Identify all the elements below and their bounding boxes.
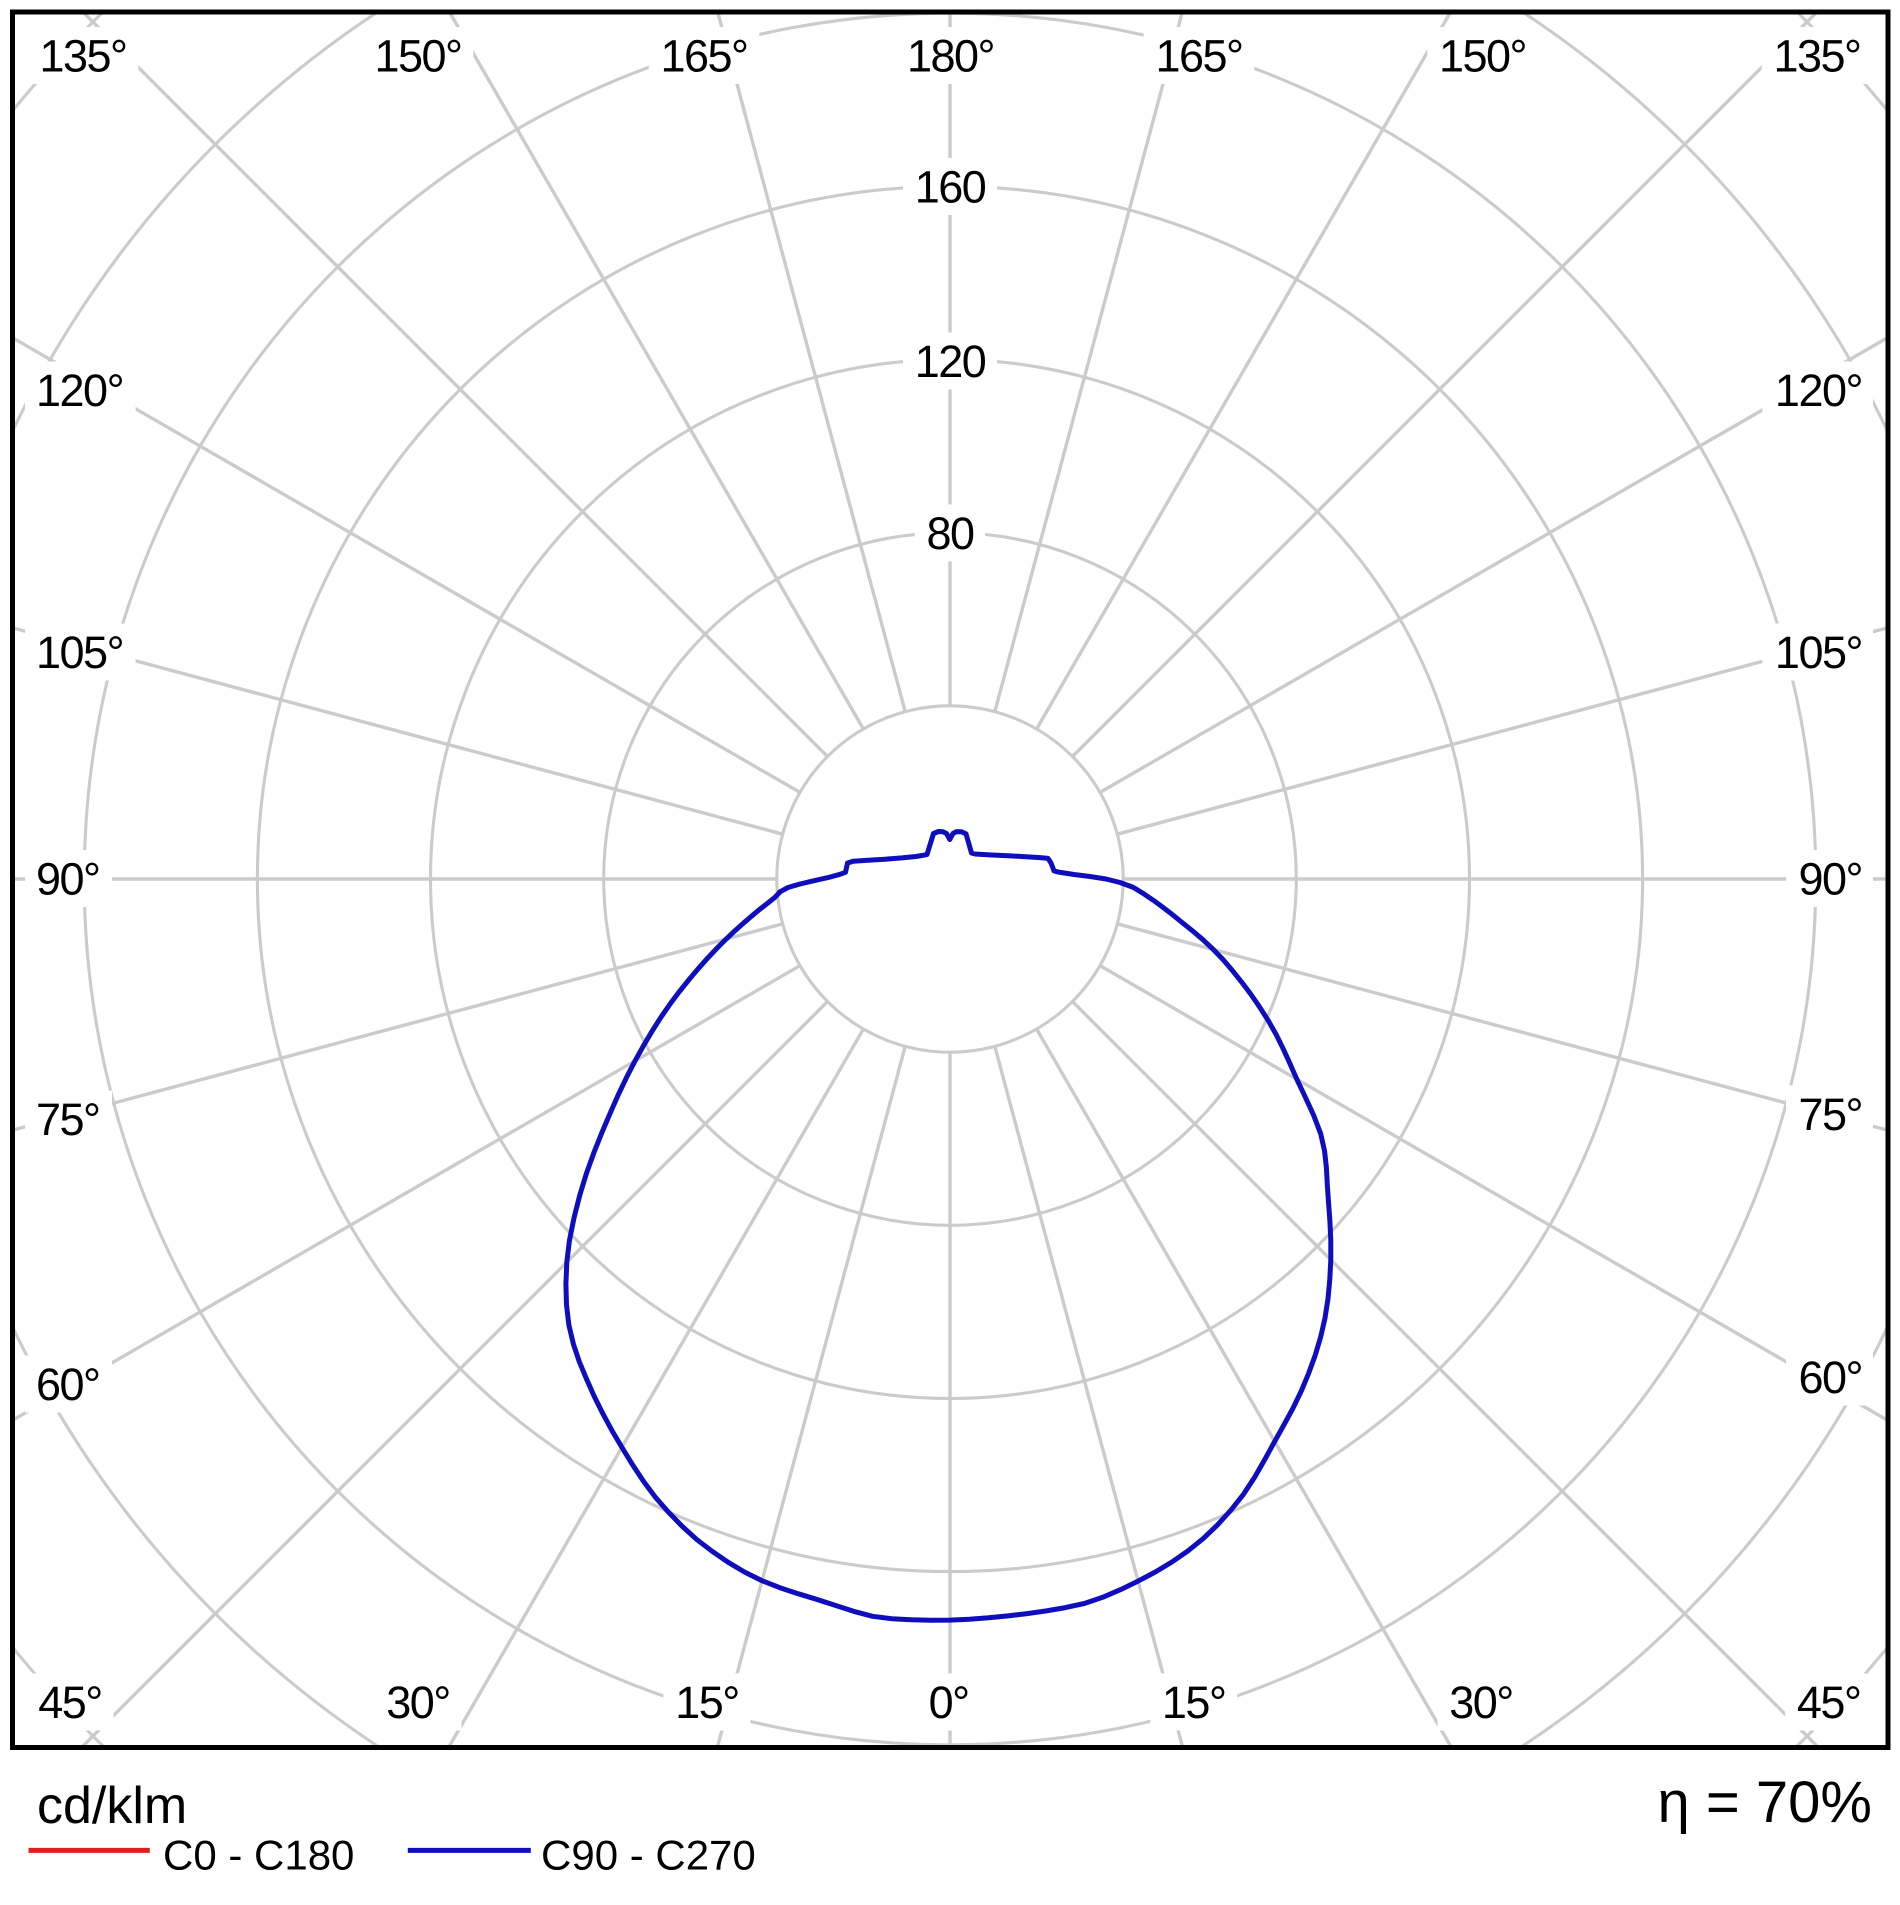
svg-text:120: 120 [915, 336, 986, 387]
svg-text:90°: 90° [1798, 854, 1862, 905]
svg-text:C90 - C270: C90 - C270 [541, 1832, 756, 1879]
svg-text:165°: 165° [660, 31, 747, 82]
svg-text:90°: 90° [36, 854, 100, 905]
svg-text:135°: 135° [39, 31, 126, 82]
svg-text:cd/klm: cd/klm [37, 1777, 187, 1835]
svg-text:150°: 150° [1439, 31, 1526, 82]
svg-text:160: 160 [915, 162, 986, 213]
svg-text:180°: 180° [907, 31, 994, 82]
svg-text:150°: 150° [374, 31, 461, 82]
svg-text:80: 80 [926, 508, 974, 559]
svg-text:30°: 30° [1449, 1677, 1513, 1728]
svg-text:45°: 45° [38, 1677, 102, 1728]
svg-text:60°: 60° [1798, 1352, 1862, 1403]
svg-text:120°: 120° [36, 365, 123, 416]
svg-text:75°: 75° [36, 1094, 100, 1145]
svg-text:105°: 105° [1775, 627, 1862, 678]
svg-text:0°: 0° [929, 1677, 969, 1728]
svg-text:105°: 105° [36, 627, 123, 678]
svg-text:165°: 165° [1155, 31, 1242, 82]
svg-text:15°: 15° [1162, 1677, 1226, 1728]
svg-text:15°: 15° [675, 1677, 739, 1728]
svg-text:η = 70%: η = 70% [1658, 1770, 1872, 1835]
svg-text:135°: 135° [1773, 31, 1860, 82]
svg-text:75°: 75° [1798, 1089, 1862, 1140]
svg-text:60°: 60° [36, 1359, 100, 1410]
svg-text:C0 - C180: C0 - C180 [163, 1832, 354, 1879]
svg-text:30°: 30° [386, 1677, 450, 1728]
svg-text:45°: 45° [1797, 1677, 1861, 1728]
svg-text:120°: 120° [1775, 365, 1862, 416]
